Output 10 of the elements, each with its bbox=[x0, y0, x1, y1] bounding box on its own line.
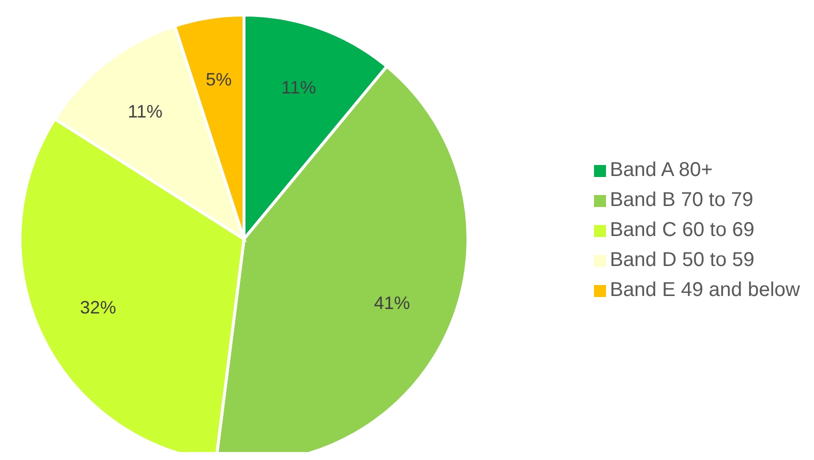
data-label: 41% bbox=[374, 293, 410, 314]
legend-label: Band B 70 to 79 bbox=[610, 189, 754, 211]
legend-label: Band C 60 to 69 bbox=[610, 219, 754, 241]
legend-label: Band D 50 to 59 bbox=[610, 249, 754, 271]
legend-label: Band A 80+ bbox=[610, 159, 713, 181]
data-label: 11% bbox=[128, 102, 162, 122]
data-label: 11% bbox=[281, 77, 316, 98]
legend-label: Band E 49 and below bbox=[610, 279, 800, 301]
data-label: 32% bbox=[80, 298, 116, 318]
data-label: 5% bbox=[206, 70, 232, 90]
